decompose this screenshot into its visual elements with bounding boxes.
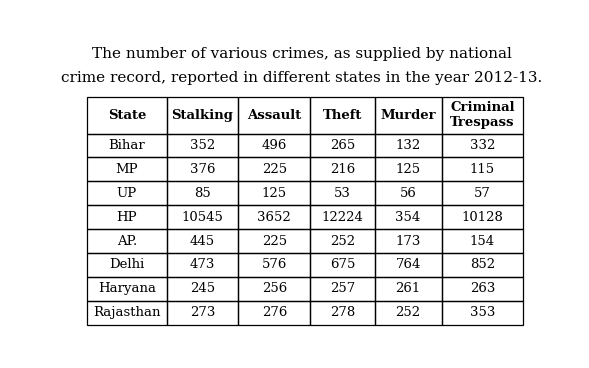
Text: Stalking: Stalking <box>171 109 233 121</box>
Text: 473: 473 <box>190 258 215 272</box>
Text: The number of various crimes, as supplied by national: The number of various crimes, as supplie… <box>92 47 512 61</box>
Text: 53: 53 <box>334 187 351 200</box>
Text: 252: 252 <box>330 234 355 248</box>
Text: AP.: AP. <box>117 234 137 248</box>
Text: 353: 353 <box>469 306 495 319</box>
Text: HP: HP <box>117 211 137 224</box>
Text: 852: 852 <box>470 258 495 272</box>
Text: 245: 245 <box>190 282 215 296</box>
Text: 125: 125 <box>262 187 287 200</box>
Text: Theft: Theft <box>323 109 362 121</box>
Text: 85: 85 <box>194 187 211 200</box>
Text: 496: 496 <box>262 139 287 152</box>
Text: 278: 278 <box>330 306 355 319</box>
Text: 3652: 3652 <box>257 211 291 224</box>
Text: Murder: Murder <box>380 109 436 121</box>
Text: 445: 445 <box>190 234 215 248</box>
Text: 154: 154 <box>470 234 495 248</box>
Text: 132: 132 <box>395 139 421 152</box>
Text: MP: MP <box>115 163 138 176</box>
Text: 276: 276 <box>262 306 287 319</box>
Text: 265: 265 <box>330 139 355 152</box>
Text: Delhi: Delhi <box>110 258 144 272</box>
Text: 10545: 10545 <box>181 211 223 224</box>
Text: Assault: Assault <box>247 109 302 121</box>
Text: State: State <box>108 109 146 121</box>
Text: 257: 257 <box>330 282 355 296</box>
Text: 764: 764 <box>395 258 421 272</box>
Text: Criminal
Trespass: Criminal Trespass <box>450 101 515 129</box>
Text: 675: 675 <box>330 258 355 272</box>
Text: 576: 576 <box>262 258 287 272</box>
Text: 216: 216 <box>330 163 355 176</box>
Text: crime record, reported in different states in the year 2012-13.: crime record, reported in different stat… <box>61 71 542 85</box>
Text: 273: 273 <box>190 306 215 319</box>
Text: Bihar: Bihar <box>108 139 145 152</box>
Text: Rajasthan: Rajasthan <box>93 306 161 319</box>
Text: 332: 332 <box>469 139 495 152</box>
Text: 352: 352 <box>190 139 215 152</box>
Text: 225: 225 <box>262 234 287 248</box>
Text: 12224: 12224 <box>322 211 363 224</box>
Text: UP: UP <box>117 187 137 200</box>
Text: 261: 261 <box>395 282 421 296</box>
Text: 252: 252 <box>396 306 421 319</box>
Text: 125: 125 <box>396 163 421 176</box>
Text: Haryana: Haryana <box>98 282 156 296</box>
Text: 256: 256 <box>262 282 287 296</box>
Text: 10128: 10128 <box>461 211 504 224</box>
Text: 376: 376 <box>190 163 215 176</box>
Text: 56: 56 <box>400 187 416 200</box>
Text: 263: 263 <box>469 282 495 296</box>
Text: 225: 225 <box>262 163 287 176</box>
Text: 115: 115 <box>470 163 495 176</box>
Text: 354: 354 <box>395 211 421 224</box>
Text: 57: 57 <box>474 187 491 200</box>
Text: 173: 173 <box>395 234 421 248</box>
